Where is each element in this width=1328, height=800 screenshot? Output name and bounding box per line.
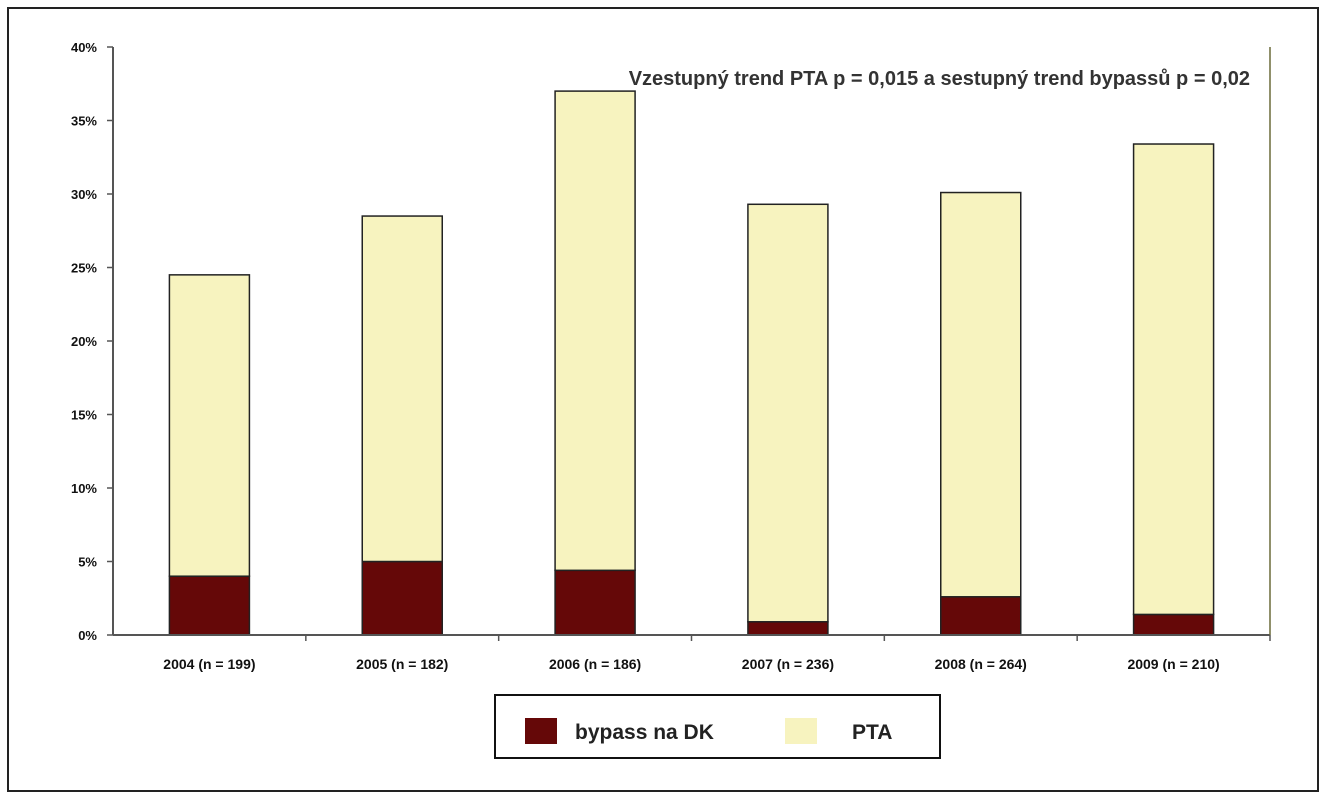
x-tick-label: 2007 (n = 236) bbox=[742, 656, 834, 672]
bar-bypass-0 bbox=[168, 575, 251, 636]
bar-pta-5 bbox=[1132, 143, 1215, 616]
bar-bypass-1 bbox=[361, 560, 443, 636]
x-axis-ticks: 2004 (n = 199) 2005 (n = 182) 2006 (n = 18… bbox=[163, 635, 1271, 672]
bar-pta-1 bbox=[361, 215, 443, 563]
y-tick-label: 20% bbox=[71, 334, 97, 349]
y-axis-ticks: 0% 5% 10% 15% 20% 25% 30% 35% 40% bbox=[71, 40, 113, 643]
bar-bypass-2 bbox=[554, 569, 636, 636]
y-tick-label: 0% bbox=[78, 628, 97, 643]
y-tick-label: 30% bbox=[71, 187, 97, 202]
bars bbox=[168, 90, 1215, 636]
trend-annotation: Vzestupný trend PTA p = 0,015 a sestupný… bbox=[629, 68, 1250, 90]
y-tick-label: 5% bbox=[78, 555, 97, 570]
y-tick-label: 25% bbox=[71, 261, 97, 276]
x-tick-label: 2006 (n = 186) bbox=[549, 656, 641, 672]
legend-swatch-bypass bbox=[525, 718, 557, 744]
x-tick-label: 2008 (n = 264) bbox=[935, 656, 1027, 672]
bar-pta-4 bbox=[940, 191, 1022, 598]
x-tick-label: 2005 (n = 182) bbox=[356, 656, 448, 672]
bar-pta-0 bbox=[168, 274, 251, 577]
bar-bypass-4 bbox=[940, 596, 1022, 636]
legend-label-pta: PTA bbox=[852, 721, 892, 744]
y-tick-label: 10% bbox=[71, 481, 97, 496]
legend-label-bypass: bypass na DK bbox=[575, 721, 714, 744]
x-tick-label: 2009 (n = 210) bbox=[1127, 656, 1219, 672]
legend: bypass na DK PTA bbox=[494, 694, 941, 759]
legend-swatch-pta bbox=[785, 718, 817, 744]
y-tick-label: 40% bbox=[71, 40, 97, 55]
bar-bypass-5 bbox=[1132, 613, 1215, 636]
bar-bypass-3 bbox=[747, 621, 829, 636]
bar-pta-3 bbox=[747, 203, 829, 623]
x-tick-label: 2004 (n = 199) bbox=[163, 656, 255, 672]
y-tick-label: 35% bbox=[71, 114, 97, 129]
bar-pta-2 bbox=[554, 90, 636, 572]
legend-box bbox=[494, 694, 941, 759]
y-tick-label: 15% bbox=[71, 408, 97, 423]
